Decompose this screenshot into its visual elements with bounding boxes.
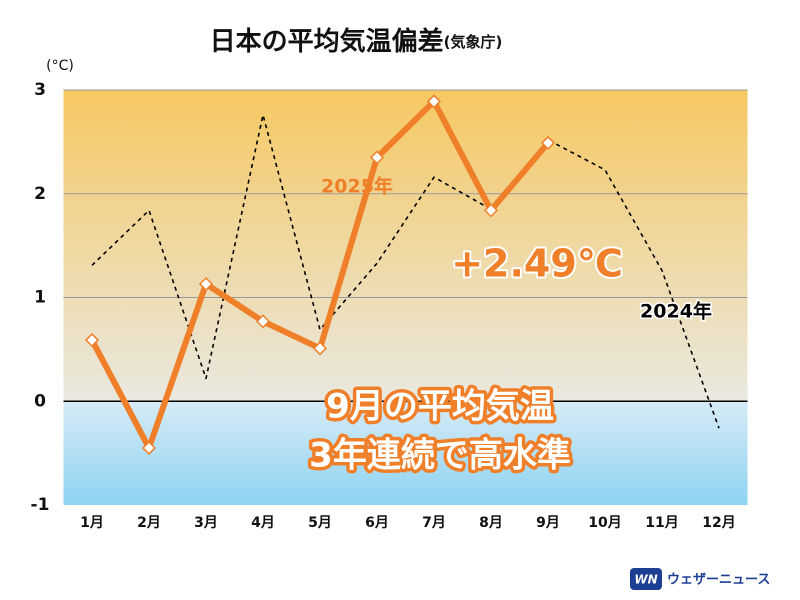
brand-name: ウェザーニュース	[667, 573, 770, 588]
x-tick-label: 11月	[645, 515, 678, 531]
point-marker	[426, 94, 442, 109]
annotation: +2.49℃	[451, 242, 623, 286]
plot-background	[63, 90, 748, 505]
point-marker	[141, 440, 157, 455]
subtitle: (気象庁)	[444, 33, 503, 51]
series-label: 2025年	[321, 175, 393, 198]
point-marker	[483, 203, 499, 218]
cold-zone	[63, 401, 748, 505]
annotation: 3年連続で高水準	[309, 436, 571, 476]
x-tick-label: 4月	[251, 515, 275, 531]
point-marker	[540, 135, 556, 150]
point-marker	[312, 341, 328, 356]
y-tick-label: -1	[31, 495, 50, 515]
x-tick-label: 2月	[137, 515, 161, 531]
y-tick-label: 1	[34, 288, 46, 308]
point-marker	[255, 314, 271, 329]
brand-icon: WN	[634, 573, 657, 587]
y-axis-label: (°C)	[46, 58, 74, 74]
x-tick-label: 6月	[365, 515, 389, 531]
annotation: 9月の平均気温	[326, 387, 554, 427]
brand-icon-box	[630, 568, 662, 590]
brand: WN ウェザーニュース	[630, 568, 770, 590]
x-tick-label: 9月	[536, 515, 560, 531]
point-marker	[84, 332, 100, 348]
y-tick-label: 0	[34, 391, 46, 411]
x-tick-label: 8月	[479, 515, 503, 531]
chart-title: 日本の平均気温偏差(気象庁)	[210, 26, 503, 57]
point-marker	[369, 150, 385, 165]
x-tick-label: 3月	[194, 515, 218, 531]
y-tick-label: 2	[34, 184, 46, 204]
x-tick-label: 7月	[422, 515, 446, 531]
x-tick-label: 5月	[308, 515, 332, 531]
x-tick-label: 10月	[588, 515, 621, 531]
warm-zone	[63, 90, 748, 402]
series-line	[91, 114, 720, 429]
series-label: 2024年	[640, 300, 712, 323]
y-tick-label: 3	[34, 80, 46, 100]
title: 日本の平均気温偏差	[210, 26, 444, 57]
x-tick-label: 12月	[702, 515, 735, 531]
point-marker	[198, 276, 214, 292]
x-tick-label: 1月	[80, 515, 104, 531]
